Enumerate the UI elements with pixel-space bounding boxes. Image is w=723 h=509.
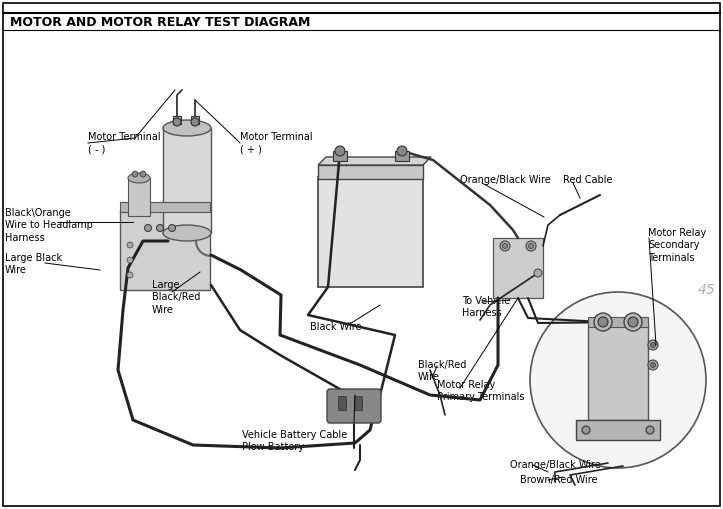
Circle shape <box>127 242 133 248</box>
Bar <box>120 202 210 212</box>
Text: MOTOR AND MOTOR RELAY TEST DIAGRAM: MOTOR AND MOTOR RELAY TEST DIAGRAM <box>10 15 310 29</box>
Bar <box>191 116 199 124</box>
Circle shape <box>648 360 658 370</box>
Text: Black\Orange
Wire to Headlamp
Harness: Black\Orange Wire to Headlamp Harness <box>5 208 93 243</box>
Circle shape <box>594 313 612 331</box>
Bar <box>493 238 543 298</box>
Text: To Vehicle
Harness: To Vehicle Harness <box>462 296 510 319</box>
Bar <box>128 178 150 216</box>
Text: -: - <box>338 220 348 240</box>
Circle shape <box>648 340 658 350</box>
Bar <box>318 177 423 287</box>
Circle shape <box>502 243 508 248</box>
Text: Motor Relay
Primary Terminals: Motor Relay Primary Terminals <box>437 380 524 403</box>
Circle shape <box>582 426 590 434</box>
Circle shape <box>624 313 642 331</box>
Circle shape <box>168 224 176 232</box>
Circle shape <box>646 426 654 434</box>
Circle shape <box>628 317 638 327</box>
Circle shape <box>529 243 534 248</box>
Text: Large Black
Wire: Large Black Wire <box>5 253 62 275</box>
Text: Brown/Red Wire: Brown/Red Wire <box>520 475 597 485</box>
Text: Motor Terminal
( - ): Motor Terminal ( - ) <box>88 132 161 154</box>
Circle shape <box>530 292 706 468</box>
Text: Black Wire: Black Wire <box>310 322 362 332</box>
Circle shape <box>140 171 146 177</box>
Circle shape <box>526 241 536 251</box>
Bar <box>354 396 362 410</box>
Text: Motor Relay
Secondary
Terminals: Motor Relay Secondary Terminals <box>648 228 706 263</box>
Ellipse shape <box>163 225 211 241</box>
Circle shape <box>534 269 542 277</box>
Text: Red Cable: Red Cable <box>563 175 612 185</box>
Circle shape <box>127 257 133 263</box>
Text: Orange/Black Wire: Orange/Black Wire <box>460 175 551 185</box>
Circle shape <box>500 241 510 251</box>
Circle shape <box>651 343 656 348</box>
Bar <box>120 210 210 290</box>
Circle shape <box>191 118 199 126</box>
Text: Black/Red
Wire: Black/Red Wire <box>418 360 466 382</box>
Ellipse shape <box>163 120 211 136</box>
Bar <box>588 325 648 420</box>
Bar <box>173 116 181 124</box>
Circle shape <box>156 224 163 232</box>
Text: 45: 45 <box>697 283 715 297</box>
Bar <box>576 420 660 440</box>
Circle shape <box>127 272 133 278</box>
Circle shape <box>145 224 152 232</box>
Circle shape <box>335 146 345 156</box>
Text: Motor Terminal
( + ): Motor Terminal ( + ) <box>240 132 312 154</box>
Bar <box>395 151 409 161</box>
Circle shape <box>397 146 407 156</box>
Circle shape <box>651 362 656 367</box>
Bar <box>588 317 648 327</box>
Ellipse shape <box>128 173 150 183</box>
Circle shape <box>598 317 608 327</box>
Bar <box>338 396 346 410</box>
Text: +: + <box>389 220 407 240</box>
Bar <box>318 165 423 179</box>
Circle shape <box>173 118 181 126</box>
Text: Orange/Black Wire: Orange/Black Wire <box>510 460 601 470</box>
Polygon shape <box>318 157 431 165</box>
Circle shape <box>132 171 138 177</box>
Bar <box>163 128 211 233</box>
Bar <box>333 151 347 161</box>
Text: Large
Black/Red
Wire: Large Black/Red Wire <box>152 280 200 315</box>
FancyBboxPatch shape <box>327 389 381 423</box>
Text: Vehicle Battery Cable
Plow Battery: Vehicle Battery Cable Plow Battery <box>242 430 348 453</box>
